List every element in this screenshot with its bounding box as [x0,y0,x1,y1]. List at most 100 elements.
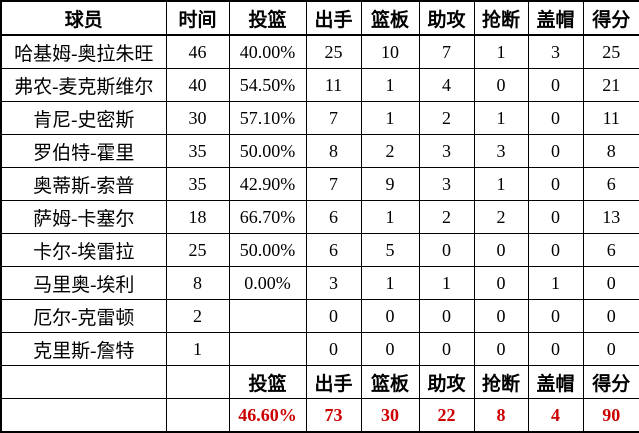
points-cell: 0 [582,332,639,366]
minutes-cell: 1 [165,332,230,366]
minutes-cell: 25 [165,233,230,267]
player-name-cell: 卡尔-埃雷拉 [0,233,167,267]
blocks-cell: 0 [527,299,584,333]
header-points: 得分 [582,0,639,36]
steals-cell: 0 [473,233,529,267]
player-name-cell: 萨姆-卡塞尔 [0,200,167,234]
table-row: 罗伯特-霍里 35 50.00% 8 2 3 3 0 8 [0,134,639,168]
assists-cell: 0 [418,299,475,333]
steals-cell: 1 [473,101,529,135]
fg-pct-cell: 50.00% [228,233,307,267]
table-row: 厄尔-克雷顿 2 0 0 0 0 0 0 [0,299,639,333]
table-row: 哈基姆-奥拉朱旺 46 40.00% 25 10 7 1 3 25 [0,34,639,69]
minutes-cell: 35 [165,134,230,168]
header-steals: 抢断 [473,0,529,36]
summary-header-points: 得分 [582,365,639,399]
rebounds-cell: 1 [360,101,420,135]
minutes-cell: 2 [165,299,230,333]
fg-pct-cell [228,299,307,333]
header-minutes: 时间 [165,0,230,36]
blocks-cell: 0 [527,101,584,135]
fg-pct-cell: 57.10% [228,101,307,135]
table-row: 萨姆-卡塞尔 18 66.70% 6 1 2 2 0 13 [0,200,639,234]
fga-cell: 8 [305,134,362,168]
totals-points: 90 [582,398,639,433]
steals-cell: 3 [473,134,529,168]
steals-cell: 0 [473,68,529,102]
points-cell: 11 [582,101,639,135]
fg-pct-cell: 40.00% [228,34,307,69]
assists-cell: 0 [418,233,475,267]
totals-rebounds: 30 [360,398,420,433]
minutes-cell: 35 [165,167,230,201]
summary-header-fg-pct: 投篮 [228,365,307,399]
assists-cell: 0 [418,332,475,366]
assists-cell: 4 [418,68,475,102]
rebounds-cell: 0 [360,299,420,333]
rebounds-cell: 2 [360,134,420,168]
player-name-cell: 哈基姆-奥拉朱旺 [0,34,167,69]
header-blocks: 盖帽 [527,0,584,36]
summary-header-row: 投篮 出手 篮板 助攻 抢断 盖帽 得分 [0,365,639,399]
player-name-cell: 肯尼-史密斯 [0,101,167,135]
header-row: 球员 时间 投篮 出手 篮板 助攻 抢断 盖帽 得分 [0,0,639,36]
points-cell: 21 [582,68,639,102]
minutes-cell: 8 [165,266,230,300]
points-cell: 0 [582,266,639,300]
blocks-cell: 0 [527,134,584,168]
minutes-cell: 46 [165,34,230,69]
minutes-cell: 40 [165,68,230,102]
fg-pct-cell: 0.00% [228,266,307,300]
steals-cell: 1 [473,167,529,201]
player-name-cell: 厄尔-克雷顿 [0,299,167,333]
points-cell: 6 [582,233,639,267]
assists-cell: 3 [418,134,475,168]
summary-header-rebounds: 篮板 [360,365,420,399]
summary-header-steals: 抢断 [473,365,529,399]
fga-cell: 0 [305,332,362,366]
fg-pct-cell: 66.70% [228,200,307,234]
totals-steals: 8 [473,398,529,433]
fga-cell: 7 [305,167,362,201]
table-row: 克里斯-詹特 1 0 0 0 0 0 0 [0,332,639,366]
player-name-cell: 弗农-麦克斯维尔 [0,68,167,102]
assists-cell: 1 [418,266,475,300]
table-row: 肯尼-史密斯 30 57.10% 7 1 2 1 0 11 [0,101,639,135]
blocks-cell: 0 [527,233,584,267]
blocks-cell: 1 [527,266,584,300]
points-cell: 8 [582,134,639,168]
totals-fg-pct: 46.60% [228,398,307,433]
rebounds-cell: 9 [360,167,420,201]
player-name-cell: 奥蒂斯-索普 [0,167,167,201]
steals-cell: 2 [473,200,529,234]
points-cell: 25 [582,34,639,69]
points-cell: 0 [582,299,639,333]
totals-blocks: 4 [527,398,584,433]
fga-cell: 11 [305,68,362,102]
fga-cell: 3 [305,266,362,300]
blocks-cell: 0 [527,68,584,102]
header-player: 球员 [0,0,167,36]
totals-fga: 73 [305,398,362,433]
totals-empty-minutes [165,398,230,433]
player-name-cell: 马里奥-埃利 [0,266,167,300]
fga-cell: 6 [305,200,362,234]
fga-cell: 6 [305,233,362,267]
blocks-cell: 3 [527,34,584,69]
points-cell: 6 [582,167,639,201]
rebounds-cell: 1 [360,266,420,300]
summary-header-empty-player [0,365,167,399]
rebounds-cell: 0 [360,332,420,366]
steals-cell: 0 [473,332,529,366]
steals-cell: 0 [473,266,529,300]
fg-pct-cell: 50.00% [228,134,307,168]
rebounds-cell: 1 [360,200,420,234]
header-assists: 助攻 [418,0,475,36]
summary-header-fga: 出手 [305,365,362,399]
player-name-cell: 罗伯特-霍里 [0,134,167,168]
header-fga: 出手 [305,0,362,36]
fga-cell: 7 [305,101,362,135]
table-row: 弗农-麦克斯维尔 40 54.50% 11 1 4 0 0 21 [0,68,639,102]
minutes-cell: 30 [165,101,230,135]
